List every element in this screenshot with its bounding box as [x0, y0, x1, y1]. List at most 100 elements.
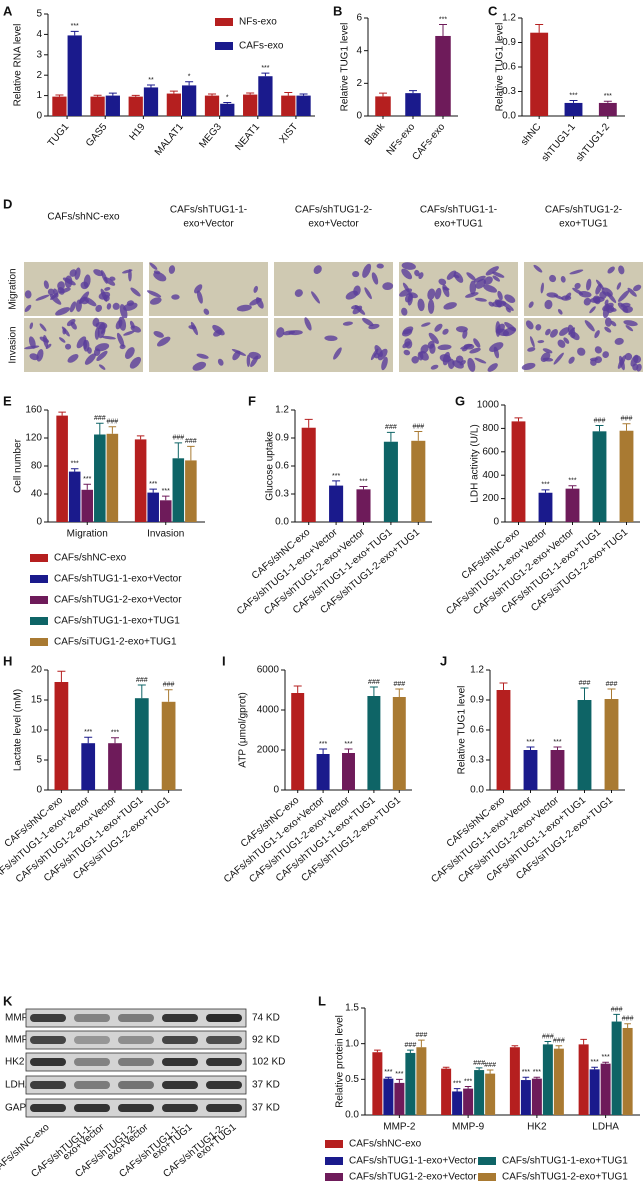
cell	[106, 303, 112, 310]
significance: ***	[453, 1080, 461, 1087]
bar	[258, 76, 273, 116]
cell	[342, 321, 353, 326]
row-label: Migration	[8, 268, 19, 309]
y-tick-label: 10	[31, 725, 43, 736]
error-bar	[161, 495, 170, 501]
cell	[84, 353, 96, 365]
cell	[465, 292, 479, 298]
error-bar	[304, 418, 313, 428]
significance: ***	[553, 739, 561, 746]
cell	[382, 282, 394, 291]
legend-label: CAFs/shTUG1-1-exo+TUG1	[54, 616, 180, 627]
cell	[94, 327, 100, 340]
cell	[474, 357, 487, 364]
x-tick-label: MMP-9	[452, 1122, 485, 1133]
legend-swatch	[215, 18, 233, 26]
cell	[129, 356, 142, 369]
cell	[542, 348, 553, 354]
cell	[100, 328, 106, 334]
band	[118, 1104, 154, 1112]
bar	[147, 492, 159, 522]
bar	[220, 103, 235, 116]
cell	[504, 294, 516, 304]
error-bar	[499, 682, 508, 690]
panel-letter: J	[440, 653, 447, 668]
bar	[182, 85, 197, 116]
bar	[523, 750, 538, 790]
cell	[627, 287, 637, 297]
bar	[496, 690, 511, 790]
panel-letter: E	[3, 393, 12, 408]
significance: ***	[569, 92, 577, 99]
error-bar	[187, 445, 195, 461]
error-bar	[208, 93, 217, 96]
panel-letter: G	[455, 393, 465, 408]
error-bar	[131, 94, 140, 97]
bar	[392, 697, 406, 790]
cell	[442, 351, 451, 366]
bar	[509, 1047, 520, 1115]
significance: ###	[368, 679, 380, 686]
cell	[586, 278, 592, 291]
bar	[94, 434, 106, 522]
bar	[134, 439, 147, 522]
error-bar	[533, 1076, 541, 1079]
error-bar	[84, 736, 93, 744]
error-bar	[246, 92, 255, 95]
cell	[467, 357, 476, 372]
y-tick-label: 1	[36, 90, 42, 101]
x-tick-label: MMP-2	[383, 1122, 416, 1133]
size-label: 92 KD	[252, 1035, 280, 1046]
band	[74, 1036, 110, 1044]
bar	[542, 1044, 553, 1115]
y-tick-label: 20	[31, 665, 43, 676]
x-tick-label: Blank	[363, 121, 388, 148]
cell	[421, 322, 431, 327]
cell	[98, 291, 111, 300]
cell	[453, 271, 464, 283]
error-bar	[164, 689, 173, 702]
cell	[592, 295, 601, 303]
bar	[367, 696, 381, 790]
cell	[544, 299, 553, 310]
error-bar	[385, 1076, 392, 1079]
significance: ***	[344, 741, 352, 748]
legend-label: CAFs/shTUG1-2-exo+Vector	[54, 595, 182, 606]
micrograph	[274, 262, 393, 316]
cell	[497, 290, 503, 301]
cell	[61, 326, 70, 337]
significance: *	[188, 74, 191, 81]
cell	[442, 284, 450, 298]
cell	[401, 268, 413, 280]
protein-label: LDHA	[5, 1080, 32, 1091]
cell	[420, 344, 429, 354]
cell	[607, 266, 615, 274]
cell	[625, 325, 634, 332]
cell	[313, 265, 322, 275]
bar	[56, 415, 68, 522]
legend-swatch	[325, 1157, 343, 1165]
bar	[485, 1073, 496, 1115]
panel-letter: F	[248, 393, 256, 408]
band	[74, 1104, 110, 1112]
cell	[352, 270, 360, 278]
error-bar	[379, 92, 387, 97]
y-tick-label: 160	[25, 405, 42, 416]
cell	[553, 294, 564, 300]
cell	[294, 289, 303, 297]
x-tick-label: MALAT1	[153, 121, 186, 158]
error-bar	[70, 468, 79, 472]
cell	[572, 287, 584, 295]
cell	[324, 335, 338, 341]
cell	[364, 287, 372, 300]
cell	[288, 330, 303, 336]
cell	[567, 324, 576, 339]
cell	[203, 308, 210, 315]
significance: ***	[604, 93, 612, 100]
bar	[530, 32, 549, 117]
legend-label: CAFs/shTUG1-2-exo+TUG1	[502, 1172, 628, 1181]
significance: ###	[405, 1042, 417, 1049]
cell	[35, 294, 50, 301]
cell	[492, 275, 501, 282]
cell	[401, 307, 408, 316]
